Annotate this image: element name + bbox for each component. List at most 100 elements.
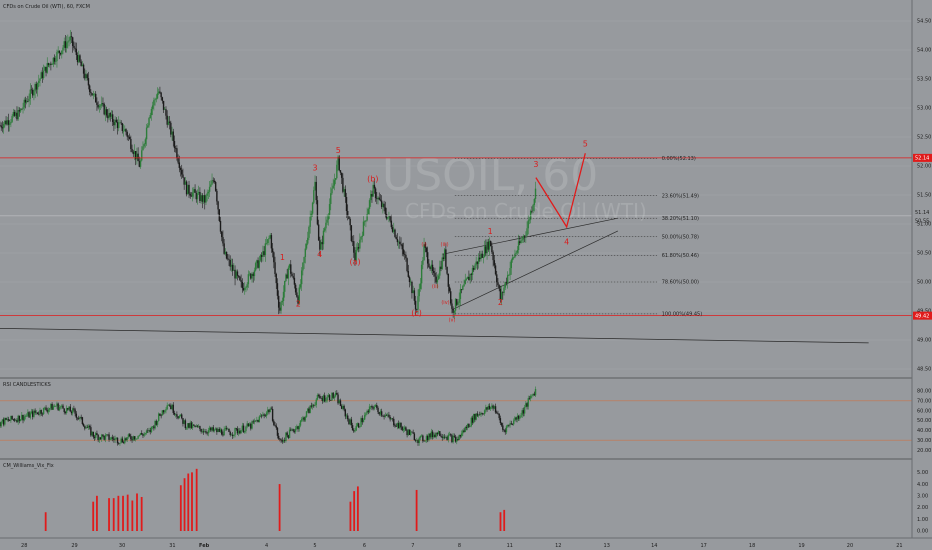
trendline-2[interactable] [0, 328, 869, 344]
rsi-body-111 [133, 436, 136, 440]
price-tick-3: 53.00 [917, 106, 931, 112]
candle-body-407 [492, 252, 494, 261]
candle-body-121 [145, 127, 148, 140]
rsi-body-293 [354, 430, 356, 432]
fib-label-1: 23.60%(51.49) [662, 193, 699, 199]
vix-axis[interactable]: 5.00 4.00 3.00 2.00 1.00 0.00 [917, 470, 928, 535]
candle-body-440 [532, 204, 534, 211]
rsi-body-58 [69, 406, 71, 412]
candle-body-90 [108, 113, 110, 119]
rsi-body-192 [231, 434, 234, 436]
candle-body-436 [527, 220, 529, 229]
candle-body-66 [79, 55, 81, 62]
rsi-body-215 [259, 415, 262, 417]
date-tick-10: 11 [507, 543, 513, 549]
candle-body-242 [292, 276, 294, 278]
symbol-title[interactable]: CFDs on Crude Oil (WTI), 60, FXCM [3, 4, 90, 10]
candle-body-162 [195, 192, 197, 200]
candle-body-287 [347, 210, 349, 217]
trendline-1[interactable] [451, 230, 619, 311]
rsi-body-288 [348, 419, 350, 425]
rsi-body-276 [333, 396, 336, 398]
rsi-body-60 [71, 408, 74, 414]
rsi-body-230 [277, 435, 280, 439]
rsi-body-313 [378, 412, 380, 415]
rsi-body-275 [332, 392, 334, 398]
rsi-body-19 [22, 414, 24, 421]
rsi-body-333 [402, 428, 405, 431]
candle-body-364 [440, 266, 442, 269]
rsi-body-362 [437, 431, 440, 435]
rsi-body-161 [194, 425, 196, 427]
fibonacci-levels: 0.00%(52.13) 23.60%(51.49) 38.20%(51.10) 50… [454, 156, 702, 318]
rsi-body-41 [48, 408, 51, 410]
price-axis[interactable]: 54.50 54.00 53.50 53.00 52.50 52.00 51.50 51.00… [913, 19, 932, 373]
rsi-body-356 [430, 431, 433, 438]
candle-body-327 [395, 236, 397, 240]
candle-body-264 [319, 240, 321, 250]
rsi-body-320 [387, 414, 389, 416]
projection-path[interactable] [535, 153, 586, 229]
rsi-body-40 [47, 409, 50, 412]
rsi-body-114 [137, 435, 139, 439]
rsi-body-244 [294, 428, 297, 432]
candle-body-343 [414, 300, 417, 310]
price-tick-0: 54.50 [917, 19, 931, 25]
rsi-body-209 [252, 421, 254, 423]
candle-body-338 [408, 276, 411, 283]
candle-body-435 [526, 228, 528, 236]
rsi-body-49 [58, 407, 61, 411]
fib-label-3: 50.00%(50.78) [662, 234, 699, 240]
candle-body-127 [153, 100, 155, 106]
candle-body-251 [303, 256, 305, 263]
rsi-body-48 [57, 403, 59, 411]
candle-body-98 [118, 122, 120, 129]
rsi-body-119 [143, 433, 145, 436]
rsi-body-217 [262, 414, 264, 417]
rsi-body-227 [274, 424, 276, 426]
vix-pane [44, 468, 506, 531]
rsi-body-28 [33, 410, 35, 417]
vix-bar-9 [136, 493, 138, 531]
rsi-body-326 [394, 425, 396, 427]
vix-bar-4 [112, 498, 115, 531]
horizontal-levels [0, 157, 912, 317]
rsi-body-311 [376, 405, 378, 408]
candle-body-116 [139, 160, 142, 167]
rsi-body-431 [521, 410, 523, 416]
rsi-title[interactable]: RSI CANDLESTICKS [3, 382, 51, 388]
rsi-body-160 [193, 424, 195, 426]
rsi-body-221 [267, 409, 269, 413]
rsi-body-388 [469, 425, 471, 427]
candle-body-367 [443, 249, 446, 259]
candle-body-433 [523, 236, 526, 237]
candle-body-245 [296, 292, 298, 297]
candle-body-239 [288, 264, 291, 268]
rsi-body-12 [13, 419, 16, 421]
vix-title[interactable]: CM_Williams_Vix_Fix [3, 463, 54, 469]
candle-body-158 [190, 195, 193, 197]
candle-body-156 [188, 184, 190, 194]
rsi-body-441 [533, 393, 536, 396]
rsi-body-67 [80, 416, 82, 418]
rsi-body-346 [418, 437, 420, 443]
candle-body-83 [99, 105, 102, 107]
candle-body-392 [474, 265, 476, 270]
date-axis[interactable]: 28 29 30 31 Feb 4 5 6 7 8 11 12 13 14 17 18 19 20 21 [21, 543, 903, 549]
rsi-body-62 [74, 409, 76, 414]
rsi-body-241 [291, 429, 293, 431]
rsi-body-251 [303, 417, 305, 421]
rsi-body-289 [349, 419, 351, 425]
rsi-body-339 [410, 431, 412, 435]
rsi-axis[interactable]: 80.00 70.00 60.00 50.00 40.00 30.00 20.00 [917, 389, 931, 454]
candle-body-194 [234, 269, 236, 279]
rsi-body-366 [442, 436, 445, 438]
trendline-0[interactable] [442, 217, 618, 255]
candle-body-282 [340, 172, 343, 178]
candle-body-55 [65, 42, 68, 48]
rsi-body-278 [336, 392, 338, 395]
rsi-body-207 [250, 423, 252, 429]
candle-body-285 [344, 189, 347, 198]
candle-body-136 [164, 109, 166, 110]
